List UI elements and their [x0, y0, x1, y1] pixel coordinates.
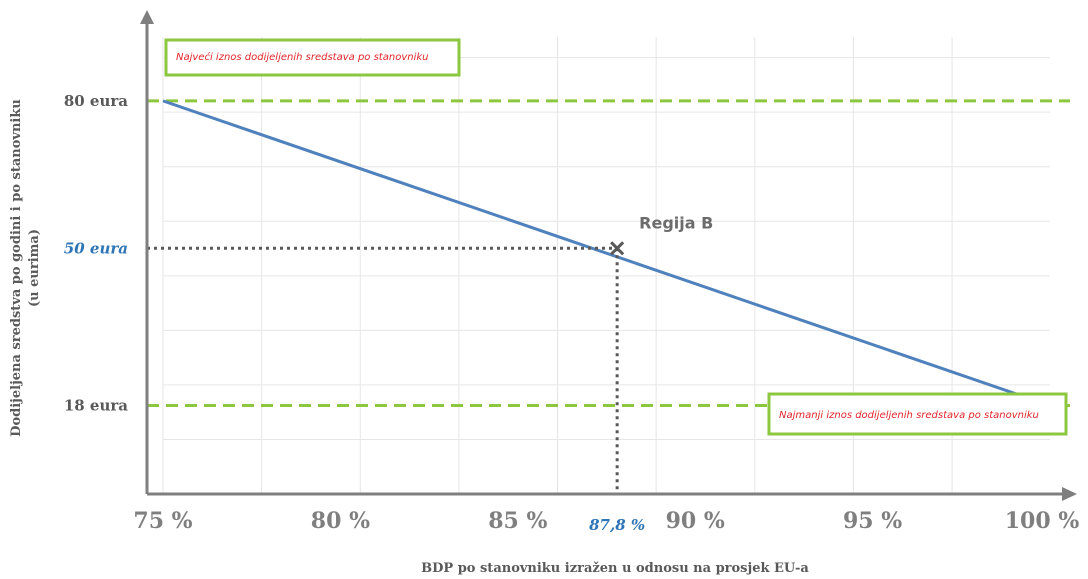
point-marker-stroke [610, 241, 625, 256]
axes [140, 10, 1077, 501]
y-axis-label: Dodijeljena sredstva po godini i po stan… [9, 99, 24, 437]
grid [162, 37, 1050, 495]
y-tick-label: 18 eura [64, 397, 128, 415]
x-tick-label: 85 % [488, 508, 547, 534]
point-marker [610, 241, 625, 256]
min-annotation-box [767, 392, 1068, 436]
x-axis-arrow [1062, 487, 1077, 501]
x-axis-label: BDP po stanovniku izražen u odnosu na pr… [421, 561, 809, 576]
series-line [162, 99, 1051, 407]
point-guides: Regija B [147, 213, 713, 494]
x-tick-label: 80 % [311, 508, 370, 534]
y-tick-label: 80 eura [64, 92, 128, 110]
max-annotation-text: Najveći iznos dodijeljenih sredstava po … [176, 51, 428, 63]
y-axis-label-unit: (u eurima) [27, 229, 42, 307]
x-tick-label: 75 % [133, 508, 192, 534]
series-layer [162, 99, 1051, 407]
min-annotation-text: Najmanji iznos dodijeljenih sredstava po… [779, 410, 1039, 421]
point-x-label: 87,8 % [589, 516, 645, 534]
point-y-label: 50 eura [64, 239, 128, 257]
x-tick-label: 90 % [666, 508, 725, 534]
annotations: Najveći iznos dodijeljenih sredstava po … [164, 38, 1068, 436]
x-tick-label: 95 % [843, 508, 902, 534]
point-label: Regija B [639, 213, 713, 232]
x-tick-label: 100 % [1005, 508, 1080, 534]
tick-labels: 75 % 80 % 85 % 90 % 95 % 100 % 80 eura 18 eura 5… [64, 92, 1080, 534]
max-annotation-box [164, 38, 461, 77]
y-axis-arrow [140, 10, 154, 24]
